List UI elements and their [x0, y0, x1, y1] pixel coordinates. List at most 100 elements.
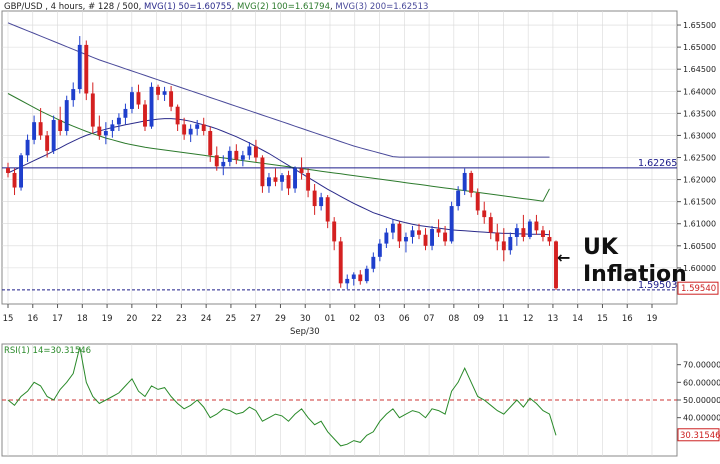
horizontal-level-label: 1.59503 — [638, 280, 677, 291]
price-tick-label: 1.65000 — [683, 43, 716, 52]
candle-body — [234, 150, 239, 160]
candle-body — [469, 172, 474, 193]
x-tick-label: 19 — [102, 314, 113, 324]
candle-body — [201, 124, 206, 132]
candle-body — [325, 197, 330, 222]
candle-body — [351, 274, 356, 279]
price-tick-label: 1.60500 — [683, 242, 716, 251]
ma-line-3 — [7, 22, 550, 158]
candle-body — [162, 91, 167, 95]
candle-body — [136, 92, 141, 105]
candle-body — [475, 192, 480, 211]
candle-body — [175, 106, 180, 125]
candle-body — [38, 122, 43, 136]
candle-body — [25, 139, 30, 156]
price-tick-label: 1.61500 — [683, 198, 716, 207]
rsi-value-label: 30.31546 — [680, 431, 720, 441]
candle-body — [51, 119, 56, 151]
candle-body — [527, 221, 532, 237]
x-tick-label: 18 — [77, 314, 88, 324]
candle-body — [71, 89, 76, 101]
candle-body — [521, 228, 526, 237]
candle-body — [514, 228, 519, 237]
x-tick-label: 30 — [300, 314, 311, 324]
price-tick-label: 1.61000 — [683, 220, 716, 229]
candle-body — [390, 223, 395, 233]
price-tick-label: 1.62500 — [683, 154, 716, 163]
candle-body — [508, 236, 513, 251]
x-tick-label: 22 — [151, 314, 162, 324]
x-tick-label: 06 — [399, 314, 410, 324]
candle-body — [430, 229, 435, 246]
rsi-value-box — [677, 428, 720, 442]
candle-body — [273, 177, 278, 182]
candle-body — [364, 268, 369, 282]
candle-body — [371, 256, 376, 269]
price-tick-label: 1.63000 — [683, 131, 716, 140]
candle-body — [240, 155, 245, 160]
candle-body — [488, 217, 493, 233]
candle-body — [58, 119, 63, 132]
candle-body — [397, 223, 402, 242]
candle-body — [97, 126, 102, 136]
candle-body — [77, 44, 82, 90]
candle-body — [384, 232, 389, 244]
candle-body — [417, 230, 421, 235]
candle-body — [547, 236, 552, 242]
candle-body — [312, 190, 317, 207]
x-tick-label: 09 — [473, 314, 484, 324]
candle-body — [338, 241, 343, 284]
candle-body — [299, 168, 304, 173]
ma-line-2 — [7, 93, 550, 202]
candle-body — [221, 161, 226, 167]
x-tick-label: 13 — [548, 314, 559, 324]
rsi-line — [7, 346, 557, 447]
candle-body — [345, 278, 350, 284]
candle-body — [482, 210, 487, 218]
candle-body — [319, 197, 324, 207]
x-tick-label: 20 — [126, 314, 137, 324]
annotation-line2: Inflation — [583, 262, 687, 287]
x-tick-label: 15 — [597, 314, 608, 324]
price-tick-label: 1.65500 — [683, 21, 716, 30]
x-tick-label: 14 — [572, 314, 583, 324]
candle-body — [293, 168, 298, 189]
candle-body — [32, 122, 37, 140]
candle-body — [443, 232, 448, 242]
horizontal-level-label: 1.62265 — [638, 158, 677, 169]
candle-body — [208, 131, 213, 156]
candle-body — [143, 104, 147, 127]
candle-body — [156, 86, 161, 95]
candle-body — [6, 168, 10, 173]
candle-body — [253, 146, 258, 158]
x-tick-label: 15 — [3, 314, 14, 324]
x-tick-label: 27 — [250, 314, 261, 324]
candle-body — [280, 175, 284, 182]
x-tick-label: 25 — [226, 314, 237, 324]
x-tick-label: 17 — [52, 314, 63, 324]
candle-body — [103, 131, 108, 136]
x-tick-label: 01 — [325, 314, 336, 324]
rsi-tick-label: 70.00000 — [683, 361, 720, 370]
rsi-title: RSI(1) 14=30.31546 — [4, 346, 91, 356]
candle-body — [377, 243, 382, 257]
x-tick-label: 08 — [448, 314, 459, 324]
candle-body — [540, 230, 545, 237]
candle-body — [227, 150, 232, 162]
candle-body — [188, 128, 193, 135]
x-tick-label: 07 — [424, 314, 435, 324]
candle-body — [495, 232, 500, 242]
candle-body — [247, 146, 252, 156]
x-tick-label: 02 — [349, 314, 360, 324]
candle-body — [110, 124, 115, 132]
x-sublabel: Sep/30 — [290, 327, 320, 337]
annotation-arrow-icon: ← — [557, 248, 570, 267]
candle-body — [436, 229, 441, 233]
candle-body — [456, 190, 461, 207]
rsi-tick-label: 50.00000 — [683, 396, 720, 405]
candle-body — [306, 172, 311, 191]
candle-body — [332, 221, 337, 242]
candle-body — [19, 155, 24, 188]
candle-body — [169, 91, 174, 107]
